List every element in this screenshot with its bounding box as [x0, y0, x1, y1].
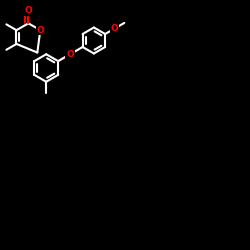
Text: O: O	[24, 6, 32, 16]
Text: O: O	[111, 24, 118, 33]
Text: O: O	[66, 50, 74, 59]
Text: O: O	[36, 26, 44, 35]
